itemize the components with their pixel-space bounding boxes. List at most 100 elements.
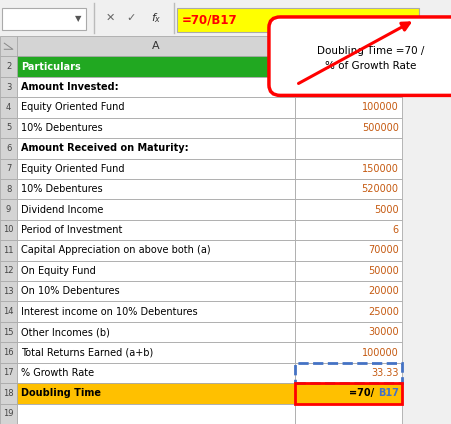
FancyBboxPatch shape	[17, 159, 295, 179]
Text: 4: 4	[6, 103, 11, 112]
Text: 9: 9	[6, 205, 11, 214]
FancyBboxPatch shape	[17, 199, 295, 220]
FancyBboxPatch shape	[17, 322, 295, 342]
Text: Amount Received on Maturity:: Amount Received on Maturity:	[21, 143, 188, 153]
Text: 150000: 150000	[361, 164, 398, 174]
Text: =70/B17: =70/B17	[181, 14, 237, 26]
Text: 16: 16	[3, 348, 14, 357]
FancyBboxPatch shape	[295, 383, 401, 404]
Text: Equity Oriented Fund: Equity Oriented Fund	[21, 164, 124, 174]
FancyBboxPatch shape	[0, 179, 17, 199]
FancyBboxPatch shape	[17, 97, 295, 117]
FancyBboxPatch shape	[0, 404, 17, 424]
Text: 25000: 25000	[367, 307, 398, 317]
FancyBboxPatch shape	[0, 138, 17, 159]
FancyBboxPatch shape	[295, 240, 401, 261]
FancyBboxPatch shape	[2, 8, 86, 30]
Text: 10% Debentures: 10% Debentures	[21, 123, 102, 133]
FancyBboxPatch shape	[295, 138, 401, 159]
Text: 30000: 30000	[367, 327, 398, 337]
Text: $f_x$: $f_x$	[150, 11, 161, 25]
Text: 50000: 50000	[367, 266, 398, 276]
Text: On Equity Fund: On Equity Fund	[21, 266, 95, 276]
Text: 5: 5	[6, 123, 11, 132]
FancyBboxPatch shape	[0, 261, 17, 281]
Text: On 10% Debentures: On 10% Debentures	[21, 286, 119, 296]
FancyBboxPatch shape	[268, 17, 451, 95]
FancyBboxPatch shape	[0, 383, 17, 404]
Text: 500000: 500000	[361, 123, 398, 133]
FancyBboxPatch shape	[0, 342, 17, 363]
FancyBboxPatch shape	[295, 179, 401, 199]
FancyBboxPatch shape	[295, 404, 401, 424]
FancyBboxPatch shape	[17, 363, 295, 383]
FancyBboxPatch shape	[17, 301, 295, 322]
FancyBboxPatch shape	[17, 179, 295, 199]
Text: Other Incomes (b): Other Incomes (b)	[21, 327, 110, 337]
Text: 520000: 520000	[361, 184, 398, 194]
Text: ✕: ✕	[106, 13, 115, 23]
FancyBboxPatch shape	[17, 383, 295, 404]
Text: 100000: 100000	[361, 103, 398, 112]
FancyBboxPatch shape	[0, 77, 17, 97]
FancyBboxPatch shape	[295, 97, 401, 117]
FancyBboxPatch shape	[17, 404, 295, 424]
Text: Period of Investment: Period of Investment	[21, 225, 122, 235]
Text: ▼: ▼	[74, 14, 81, 23]
FancyBboxPatch shape	[0, 240, 17, 261]
Text: Amount Invested:: Amount Invested:	[21, 82, 118, 92]
Text: Capital Appreciation on above both (a): Capital Appreciation on above both (a)	[21, 245, 210, 255]
FancyBboxPatch shape	[17, 117, 295, 138]
Text: 11: 11	[3, 246, 14, 255]
FancyBboxPatch shape	[17, 220, 295, 240]
FancyBboxPatch shape	[295, 77, 401, 97]
FancyBboxPatch shape	[0, 199, 17, 220]
FancyBboxPatch shape	[295, 220, 401, 240]
Text: 18: 18	[3, 389, 14, 398]
FancyBboxPatch shape	[0, 281, 17, 301]
FancyBboxPatch shape	[295, 322, 401, 342]
FancyBboxPatch shape	[295, 342, 401, 363]
Text: % Growth Rate: % Growth Rate	[21, 368, 94, 378]
FancyBboxPatch shape	[17, 138, 295, 159]
Text: Total Returns Earned (a+b): Total Returns Earned (a+b)	[21, 348, 153, 357]
Text: B17: B17	[377, 388, 398, 399]
Text: Equity Oriented Fund: Equity Oriented Fund	[21, 103, 124, 112]
FancyBboxPatch shape	[295, 363, 401, 383]
Text: 7: 7	[6, 164, 11, 173]
Text: 10% Debentures: 10% Debentures	[21, 184, 102, 194]
Text: 14: 14	[3, 307, 14, 316]
Text: A: A	[152, 41, 160, 51]
FancyBboxPatch shape	[0, 117, 17, 138]
Text: 6: 6	[391, 225, 398, 235]
FancyBboxPatch shape	[17, 36, 295, 56]
Text: 8: 8	[6, 184, 11, 194]
FancyBboxPatch shape	[295, 159, 401, 179]
FancyBboxPatch shape	[17, 240, 295, 261]
Text: 20000: 20000	[367, 286, 398, 296]
FancyBboxPatch shape	[0, 220, 17, 240]
FancyBboxPatch shape	[295, 36, 401, 56]
FancyBboxPatch shape	[295, 56, 401, 77]
Text: =70/: =70/	[348, 388, 373, 399]
FancyBboxPatch shape	[0, 159, 17, 179]
Text: 3: 3	[6, 83, 11, 92]
Text: B: B	[344, 41, 352, 51]
FancyBboxPatch shape	[295, 117, 401, 138]
FancyBboxPatch shape	[0, 363, 17, 383]
FancyBboxPatch shape	[295, 199, 401, 220]
FancyBboxPatch shape	[177, 8, 419, 32]
FancyBboxPatch shape	[295, 281, 401, 301]
FancyBboxPatch shape	[0, 301, 17, 322]
Text: 5000: 5000	[373, 204, 398, 215]
FancyBboxPatch shape	[0, 322, 17, 342]
Text: ✓: ✓	[126, 13, 135, 23]
FancyBboxPatch shape	[0, 97, 17, 117]
Text: 100000: 100000	[361, 348, 398, 357]
FancyBboxPatch shape	[295, 261, 401, 281]
Text: Total: Total	[371, 61, 398, 72]
Text: 13: 13	[3, 287, 14, 296]
Text: 6: 6	[6, 144, 11, 153]
FancyBboxPatch shape	[17, 77, 295, 97]
Text: 12: 12	[3, 266, 14, 275]
